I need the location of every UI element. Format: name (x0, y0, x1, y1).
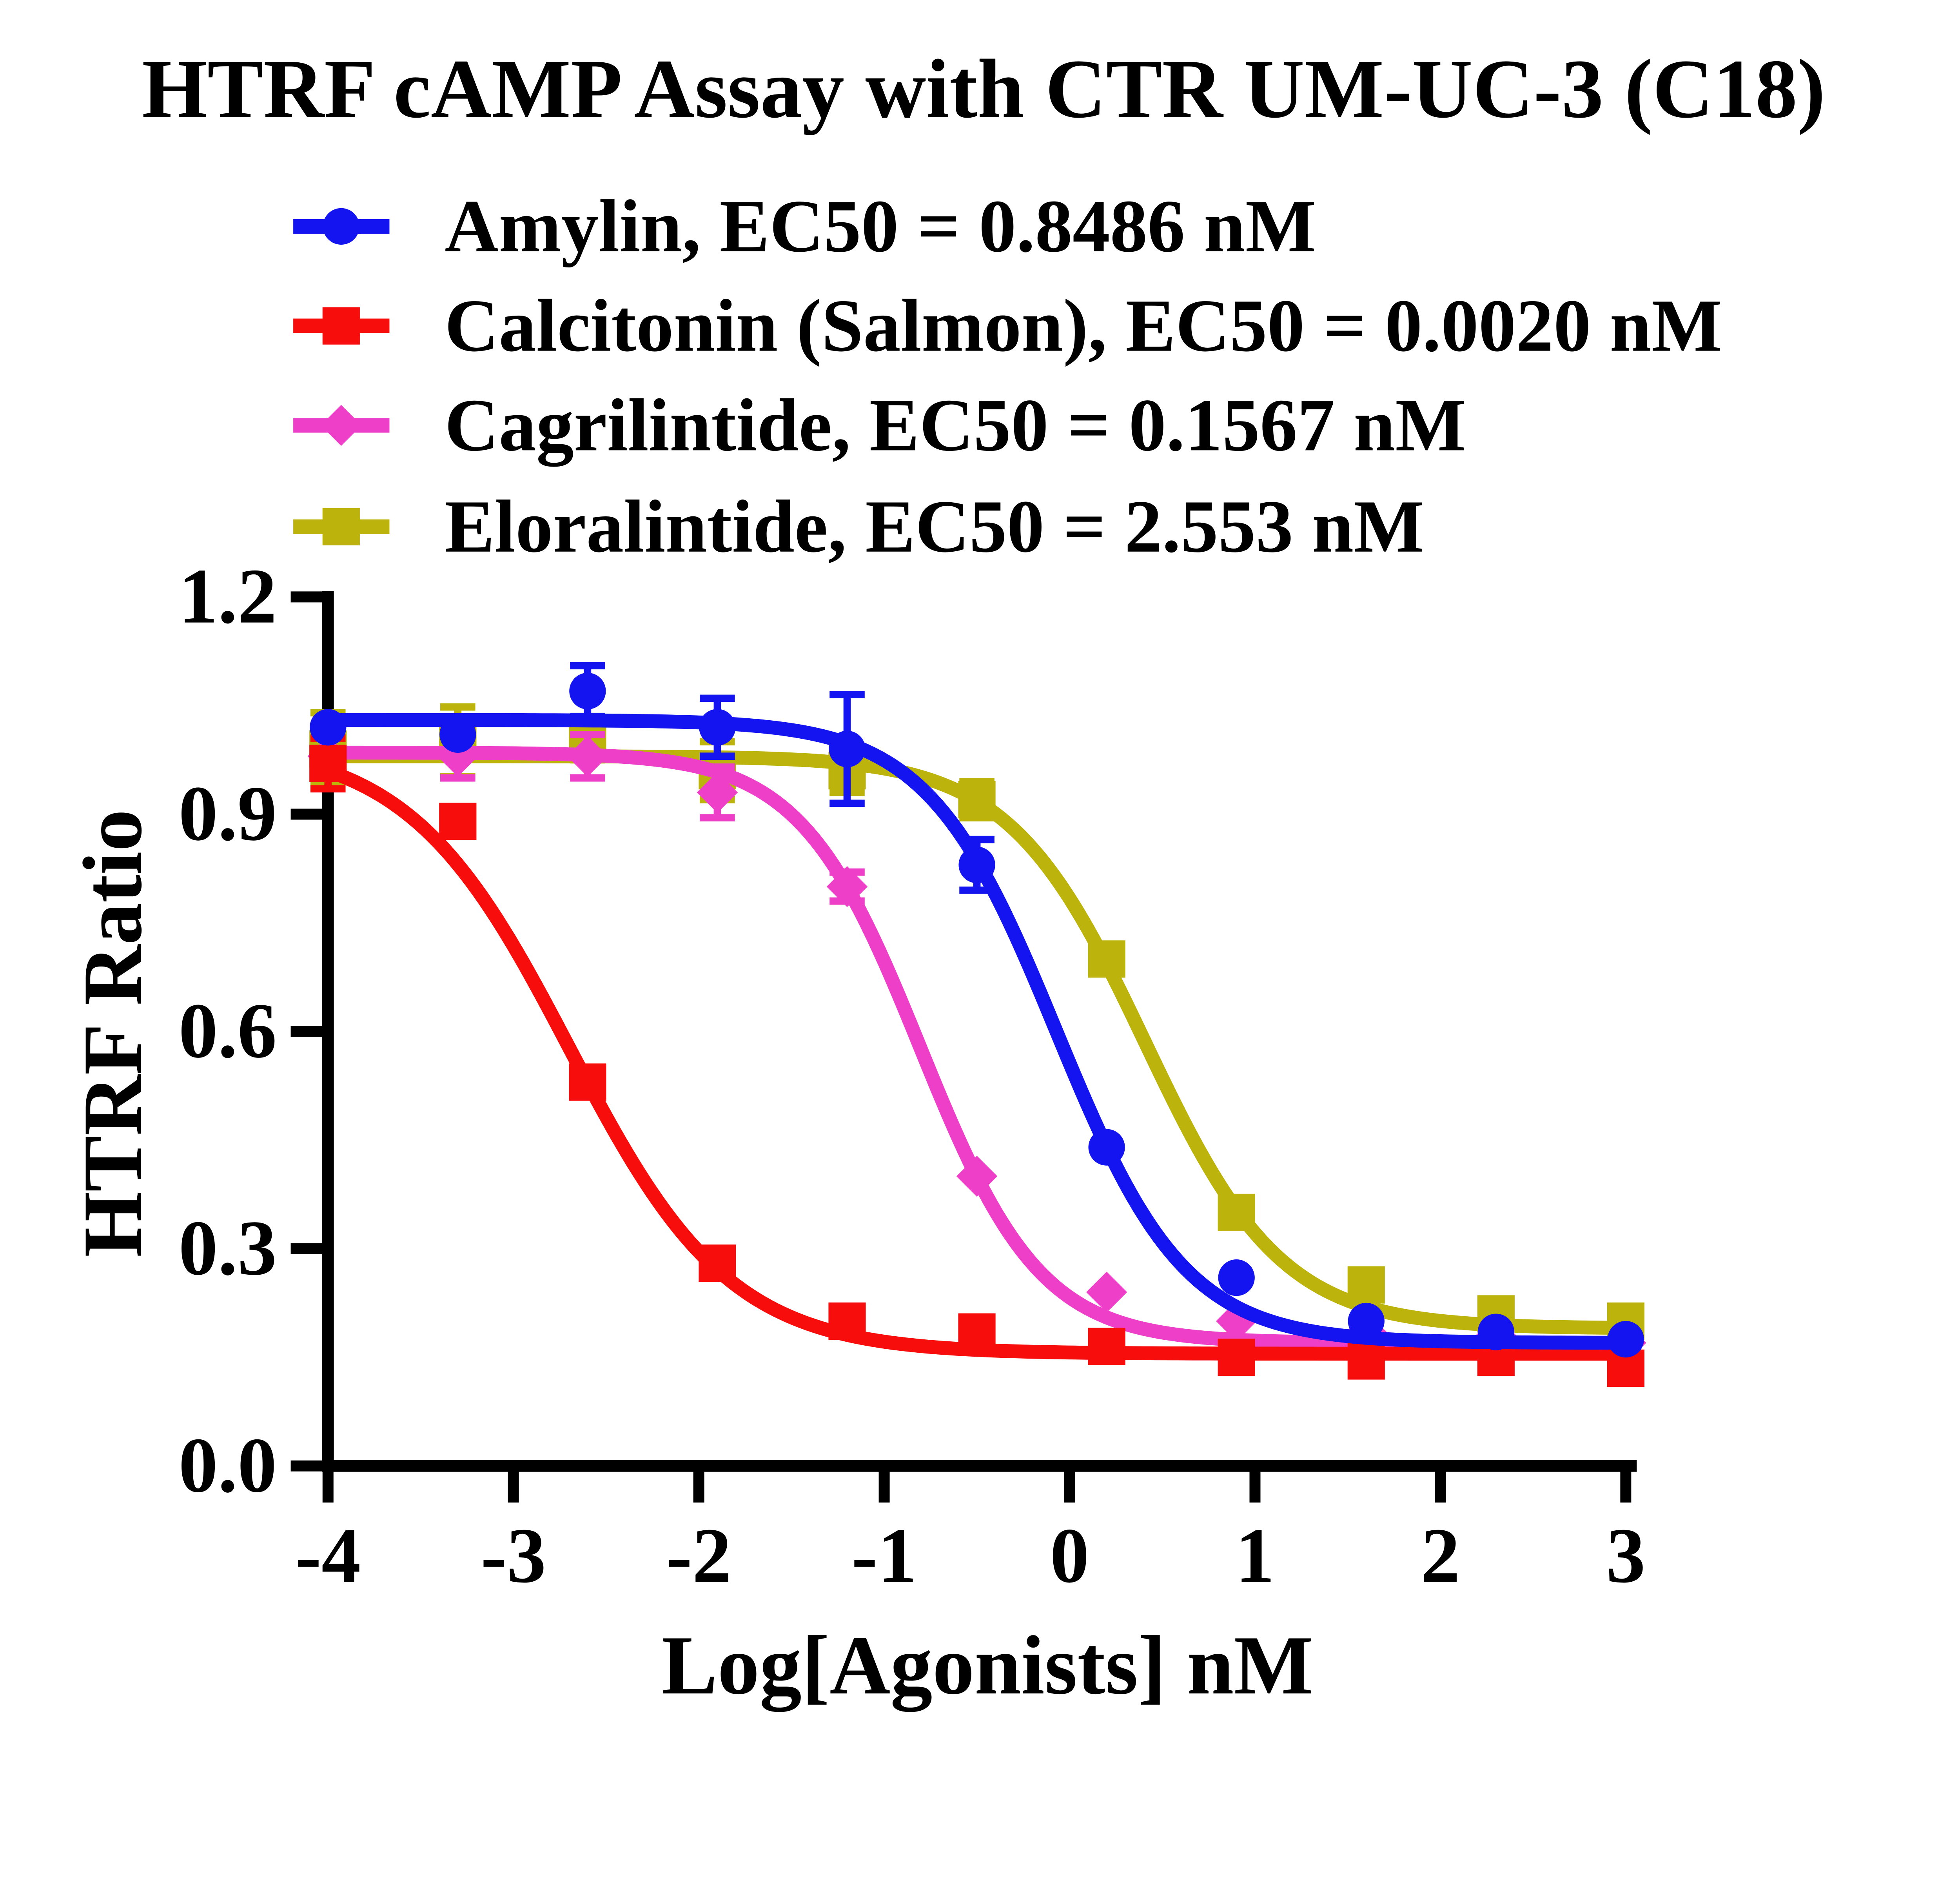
y-axis-title: HTRF Ratio (66, 809, 159, 1257)
data-point (958, 1313, 996, 1351)
data-point (1088, 1328, 1125, 1365)
x-axis-title: Log[Agonists] nM (661, 1619, 1313, 1712)
data-point (1218, 1259, 1255, 1296)
series-calcitonin-salmon (309, 734, 1644, 1387)
legend-label-cagrilintide: Cagrilintide, EC50 = 0.1567 nM (445, 384, 1466, 467)
y-tick-label: 0.6 (178, 987, 277, 1074)
data-point (958, 847, 995, 883)
y-tick-label: 0.0 (178, 1422, 277, 1509)
data-point (567, 736, 608, 777)
data-point (439, 716, 476, 753)
htrf-camp-assay-chart: HTRF cAMP Assay with CTR UM-UC-3 (C18) A… (66, 42, 1826, 1712)
legend-diamond-marker-icon (321, 405, 362, 446)
series-amylin (310, 662, 1644, 1358)
figure-stage: HTRF cAMP Assay with CTR UM-UC-3 (C18) A… (66, 42, 1826, 1712)
x-tick-label: 2 (1421, 1512, 1460, 1599)
data-point (1088, 1129, 1125, 1166)
y-tick-label: 0.3 (178, 1205, 277, 1292)
series-cagrilintide (307, 730, 1646, 1364)
x-tick-label: -4 (295, 1512, 361, 1599)
x-tick-label: -1 (851, 1512, 917, 1599)
legend-label-calcitonin: Calcitonin (Salmon), EC50 = 0.0020 nM (445, 285, 1722, 367)
legend-circle-marker-icon (323, 208, 359, 245)
series-eloralintide (309, 703, 1644, 1340)
data-point (697, 772, 738, 813)
chart-title: HTRF cAMP Assay with CTR UM-UC-3 (C18) (142, 43, 1826, 136)
legend-item-cagrilintide: Cagrilintide, EC50 = 0.1567 nM (293, 384, 1466, 467)
y-tick-group: 0.0 0.3 0.6 0.9 1.2 (178, 553, 328, 1509)
x-axis: -4 -3 -2 -1 0 1 2 3 Log[Agonists] nM (295, 1460, 1646, 1712)
x-tick-label: -2 (666, 1512, 731, 1599)
data-point (956, 1155, 998, 1197)
legend: Amylin, EC50 = 0.8486 nM Calcitonin (Sal… (293, 185, 1722, 568)
y-axis: 0.0 0.3 0.6 0.9 1.2 HTRF Ratio (66, 553, 334, 1509)
data-point (829, 730, 866, 767)
data-point (958, 781, 996, 819)
data-point (1218, 1194, 1255, 1231)
data-point (699, 709, 736, 746)
x-tick-label: 3 (1606, 1512, 1645, 1599)
data-point (1347, 1266, 1385, 1304)
data-point (1347, 1342, 1385, 1380)
legend-item-amylin: Amylin, EC50 = 0.8486 nM (293, 185, 1316, 268)
data-point (1607, 1321, 1644, 1358)
data-point (439, 803, 477, 840)
legend-square-marker-icon (322, 508, 360, 545)
legend-label-amylin: Amylin, EC50 = 0.8486 nM (445, 185, 1316, 268)
legend-item-calcitonin-salmon: Calcitonin (Salmon), EC50 = 0.0020 nM (293, 285, 1722, 367)
data-point (1477, 1314, 1514, 1350)
data-point (1086, 1272, 1127, 1313)
data-point (310, 709, 347, 746)
data-point (828, 1302, 866, 1340)
legend-label-eloralintide: Eloralintide, EC50 = 2.553 nM (445, 485, 1424, 568)
y-tick-label: 1.2 (178, 553, 277, 640)
legend-item-eloralintide: Eloralintide, EC50 = 2.553 nM (293, 485, 1425, 568)
x-tick-label: 1 (1235, 1512, 1274, 1599)
data-point (826, 866, 868, 907)
data-point (1348, 1303, 1385, 1340)
data-point (569, 672, 606, 710)
x-tick-label: 0 (1050, 1512, 1089, 1599)
data-point (1218, 1339, 1255, 1376)
data-point (309, 745, 347, 782)
data-point (569, 1063, 606, 1101)
x-tick-label: -3 (481, 1512, 546, 1599)
data-point (699, 1245, 736, 1282)
legend-square-marker-icon (322, 307, 360, 345)
y-tick-label: 0.9 (178, 770, 277, 857)
data-point (1088, 940, 1125, 978)
plot-area (307, 662, 1646, 1387)
x-tick-group: -4 -3 -2 -1 0 1 2 3 (295, 1466, 1646, 1599)
data-point (437, 736, 479, 777)
